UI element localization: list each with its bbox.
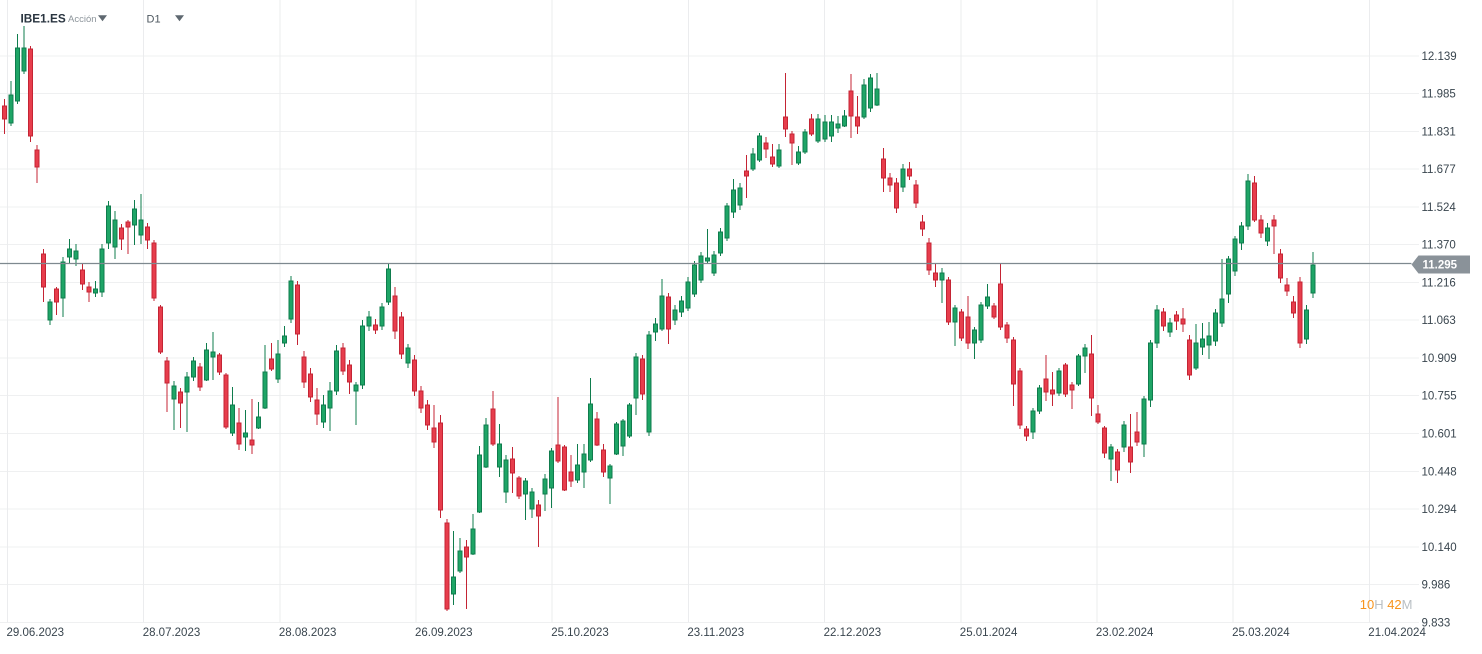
- svg-text:28.08.2023: 28.08.2023: [279, 627, 337, 639]
- svg-text:10.755: 10.755: [1422, 391, 1457, 403]
- svg-text:IBE1.ES: IBE1.ES: [21, 12, 66, 26]
- svg-text:10.601: 10.601: [1422, 429, 1457, 441]
- svg-text:11.063: 11.063: [1422, 315, 1456, 327]
- svg-text:10.448: 10.448: [1422, 466, 1457, 478]
- svg-text:10.140: 10.140: [1422, 542, 1457, 554]
- svg-text:Acción: Acción: [68, 14, 97, 25]
- svg-text:11.831: 11.831: [1422, 126, 1456, 138]
- svg-text:25.03.2024: 25.03.2024: [1232, 627, 1290, 639]
- svg-text:10H 42M: 10H 42M: [1360, 597, 1413, 612]
- svg-text:29.06.2023: 29.06.2023: [7, 627, 65, 639]
- svg-text:11.370: 11.370: [1422, 240, 1456, 252]
- svg-text:12.139: 12.139: [1422, 51, 1457, 63]
- svg-text:25.01.2024: 25.01.2024: [960, 627, 1018, 639]
- svg-text:11.677: 11.677: [1422, 164, 1456, 176]
- svg-text:22.12.2023: 22.12.2023: [824, 627, 882, 639]
- svg-text:28.07.2023: 28.07.2023: [143, 627, 201, 639]
- svg-text:26.09.2023: 26.09.2023: [415, 627, 473, 639]
- svg-text:11.216: 11.216: [1422, 278, 1456, 290]
- svg-text:21.04.2024: 21.04.2024: [1368, 627, 1426, 639]
- svg-text:25.10.2023: 25.10.2023: [551, 627, 609, 639]
- svg-text:10.909: 10.909: [1422, 353, 1457, 365]
- svg-text:11.295: 11.295: [1423, 259, 1458, 271]
- svg-text:11.524: 11.524: [1422, 202, 1457, 214]
- svg-text:D1: D1: [147, 13, 161, 25]
- svg-text:9.986: 9.986: [1422, 580, 1451, 592]
- svg-text:23.11.2023: 23.11.2023: [687, 627, 744, 639]
- svg-text:10.294: 10.294: [1422, 504, 1458, 516]
- svg-text:23.02.2024: 23.02.2024: [1096, 627, 1154, 639]
- svg-text:9.833: 9.833: [1422, 617, 1451, 629]
- svg-text:11.985: 11.985: [1422, 89, 1456, 101]
